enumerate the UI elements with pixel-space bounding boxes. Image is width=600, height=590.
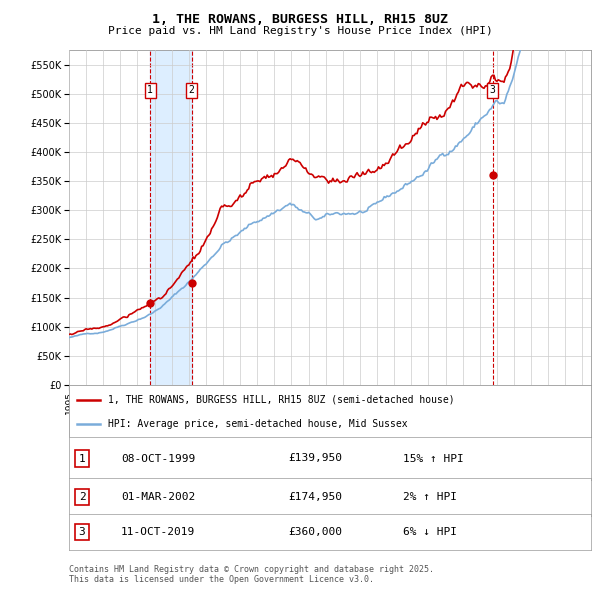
- Text: 08-OCT-1999: 08-OCT-1999: [121, 454, 196, 464]
- Text: 2: 2: [189, 85, 194, 95]
- Text: £139,950: £139,950: [288, 454, 342, 464]
- Bar: [150, 50, 191, 385]
- Text: HPI: Average price, semi-detached house, Mid Sussex: HPI: Average price, semi-detached house,…: [108, 419, 408, 429]
- Text: Contains HM Land Registry data © Crown copyright and database right 2025.
This d: Contains HM Land Registry data © Crown c…: [69, 565, 434, 584]
- Text: 1, THE ROWANS, BURGESS HILL, RH15 8UZ: 1, THE ROWANS, BURGESS HILL, RH15 8UZ: [152, 13, 448, 26]
- Text: 11-OCT-2019: 11-OCT-2019: [121, 527, 196, 537]
- Text: £174,950: £174,950: [288, 492, 342, 502]
- Text: Price paid vs. HM Land Registry's House Price Index (HPI): Price paid vs. HM Land Registry's House …: [107, 26, 493, 36]
- Text: £360,000: £360,000: [288, 527, 342, 537]
- Text: 6% ↓ HPI: 6% ↓ HPI: [403, 527, 457, 537]
- Text: 1: 1: [79, 454, 85, 464]
- Text: 2: 2: [79, 492, 85, 502]
- Text: 3: 3: [79, 527, 85, 537]
- Text: 2% ↑ HPI: 2% ↑ HPI: [403, 492, 457, 502]
- Text: 3: 3: [490, 85, 496, 95]
- Text: 01-MAR-2002: 01-MAR-2002: [121, 492, 196, 502]
- Text: 15% ↑ HPI: 15% ↑ HPI: [403, 454, 464, 464]
- Text: 1: 1: [148, 85, 153, 95]
- Text: 1, THE ROWANS, BURGESS HILL, RH15 8UZ (semi-detached house): 1, THE ROWANS, BURGESS HILL, RH15 8UZ (s…: [108, 395, 455, 405]
